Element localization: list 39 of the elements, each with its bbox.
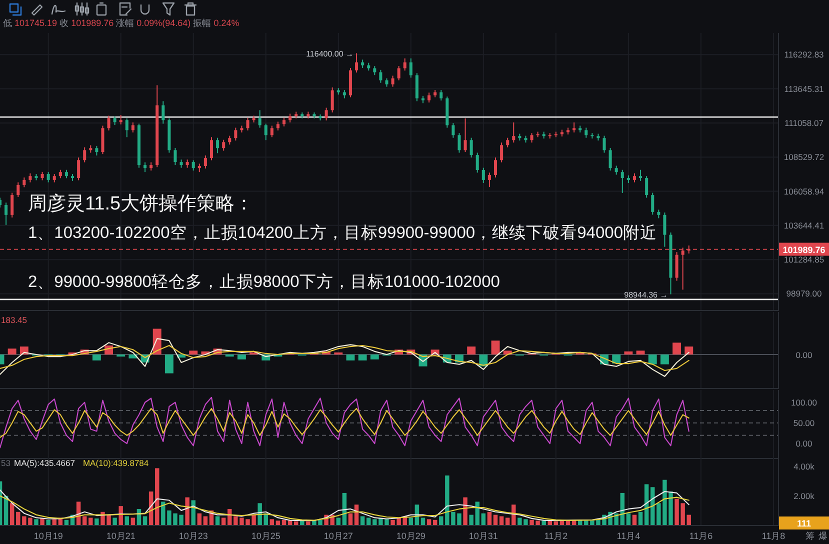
annotation: 53: [1, 458, 10, 468]
y-tick-label: 111058.07: [784, 118, 824, 128]
x-tick-label: 11月6: [689, 531, 713, 541]
y-tick-label: 116292.83: [784, 50, 824, 60]
y-tick-label: 113645.31: [784, 84, 824, 94]
y-tick-label: 2.00k: [794, 490, 816, 501]
annotation: 1、103200-102200空，止损104200上方，目标99900-99000，继续下破看94000附近: [28, 224, 657, 242]
ref-line-label: 101989.76: [782, 244, 826, 255]
y-tick-label: 0.00: [796, 438, 813, 449]
legend: MA(5):435.4667 MA(10):439.8784: [14, 458, 149, 468]
y-tick-label: 103644.41: [784, 220, 824, 230]
x-tick-label: 11月2: [544, 531, 568, 541]
annotation: 111: [796, 518, 812, 528]
x-tick-label: 10月25: [251, 531, 280, 541]
annotation: 0.00: [796, 350, 812, 360]
y-tick-label: 4.00k: [794, 462, 816, 472]
x-tick-label: 10月23: [178, 531, 208, 541]
annotation: 爆: [818, 531, 828, 541]
y-tick-label: 101284.85: [784, 254, 824, 265]
y-tick-label: 50.00: [793, 418, 815, 428]
x-tick-label: 10月29: [396, 531, 426, 541]
y-tick-label: 100.00: [791, 397, 818, 408]
y-tick-label: 98979.00: [786, 288, 822, 299]
x-tick-label: 10月19: [34, 531, 63, 541]
x-tick-label: 10月31: [468, 531, 498, 541]
annotation: 98944.36 →: [624, 290, 668, 300]
axis-label: 101989.76: [779, 242, 829, 256]
y-tick-label: 106058.94: [784, 186, 824, 196]
x-tick-label: 10月27: [324, 531, 353, 541]
annotation: 183.45: [1, 315, 27, 325]
annotation: 筹: [806, 531, 814, 541]
x-tick-label: 11月4: [616, 531, 640, 541]
title: 周彦灵11.5大饼操作策略：: [28, 194, 254, 215]
subtitle: 低 101745.19 收 101989.76 涨幅 0.09%(94.64) 振幅 0.24%: [3, 18, 240, 28]
y-tick-label: 108529.72: [784, 152, 824, 162]
x-tick-label: 10月21: [106, 531, 136, 541]
annotation: 2、99000-99800轻仓多，止损98000下方，目标101000-102000: [28, 273, 500, 291]
x-tick-label: 11月8: [762, 531, 786, 541]
annotation: 116400.00 →: [306, 49, 354, 58]
